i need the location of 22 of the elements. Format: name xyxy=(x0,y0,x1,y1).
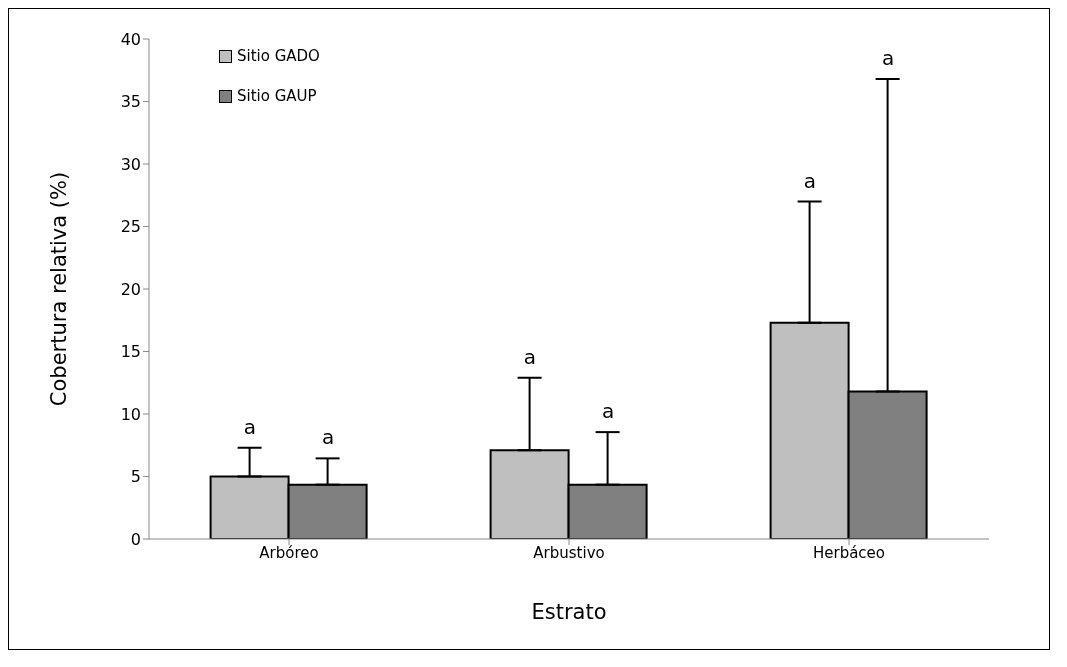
y-tick-label: 20 xyxy=(120,279,141,299)
y-tick-label: 15 xyxy=(120,342,141,362)
annotation: a xyxy=(523,344,536,369)
y-tick-label: 25 xyxy=(120,217,141,237)
x-tick-label: Arbustivo xyxy=(533,543,605,562)
annotation: a xyxy=(803,168,816,193)
y-axis-title: Cobertura relativa (%) xyxy=(47,171,72,407)
y-tick-label: 10 xyxy=(120,404,141,424)
annotation: a xyxy=(602,399,615,424)
annotation: a xyxy=(322,425,335,450)
annotation: a xyxy=(243,414,256,439)
annotation: a xyxy=(882,46,895,70)
legend-label: Sitio GAUP xyxy=(237,87,317,105)
y-tick-label: 35 xyxy=(120,92,141,112)
x-tick-label: Herbáceo xyxy=(812,543,886,562)
y-tick-label: 5 xyxy=(130,467,141,487)
y-tick-label: 0 xyxy=(130,529,141,549)
x-axis-title: Estrato xyxy=(531,600,607,624)
legend-label: Sitio GADO xyxy=(237,47,320,65)
y-tick-label: 30 xyxy=(120,154,141,174)
y-tick-label: 40 xyxy=(120,29,141,49)
x-tick-label: Arbóreo xyxy=(259,543,319,562)
